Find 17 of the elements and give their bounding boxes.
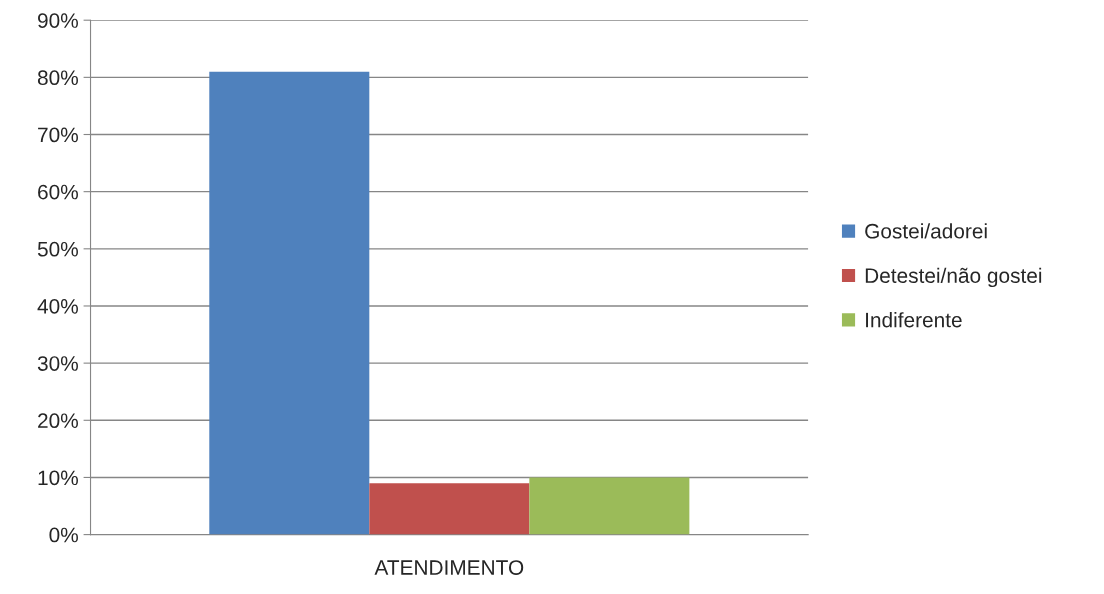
legend-label: Indiferente <box>866 312 962 328</box>
y-tick-label: 90% <box>38 13 78 28</box>
y-tick-label: 50% <box>37 241 78 257</box>
legend-label: Detestei/não gostei <box>865 267 1042 288</box>
y-tick-label: 80% <box>37 70 78 86</box>
y-tick-label: 20% <box>38 413 78 429</box>
legend-label: Gostei/adorei <box>865 223 987 239</box>
bar <box>369 483 530 535</box>
y-tick-label: 0% <box>49 527 78 543</box>
y-tick-label: 30% <box>37 356 78 371</box>
y-tick-label: 40% <box>37 298 78 314</box>
y-tick-label: 70% <box>38 127 78 143</box>
bar <box>209 71 370 535</box>
x-tick-label: ATENDIMENTO <box>374 560 524 575</box>
y-tick-label: 10% <box>38 470 78 486</box>
bar <box>529 477 690 535</box>
y-tick-label: 60% <box>38 184 78 200</box>
